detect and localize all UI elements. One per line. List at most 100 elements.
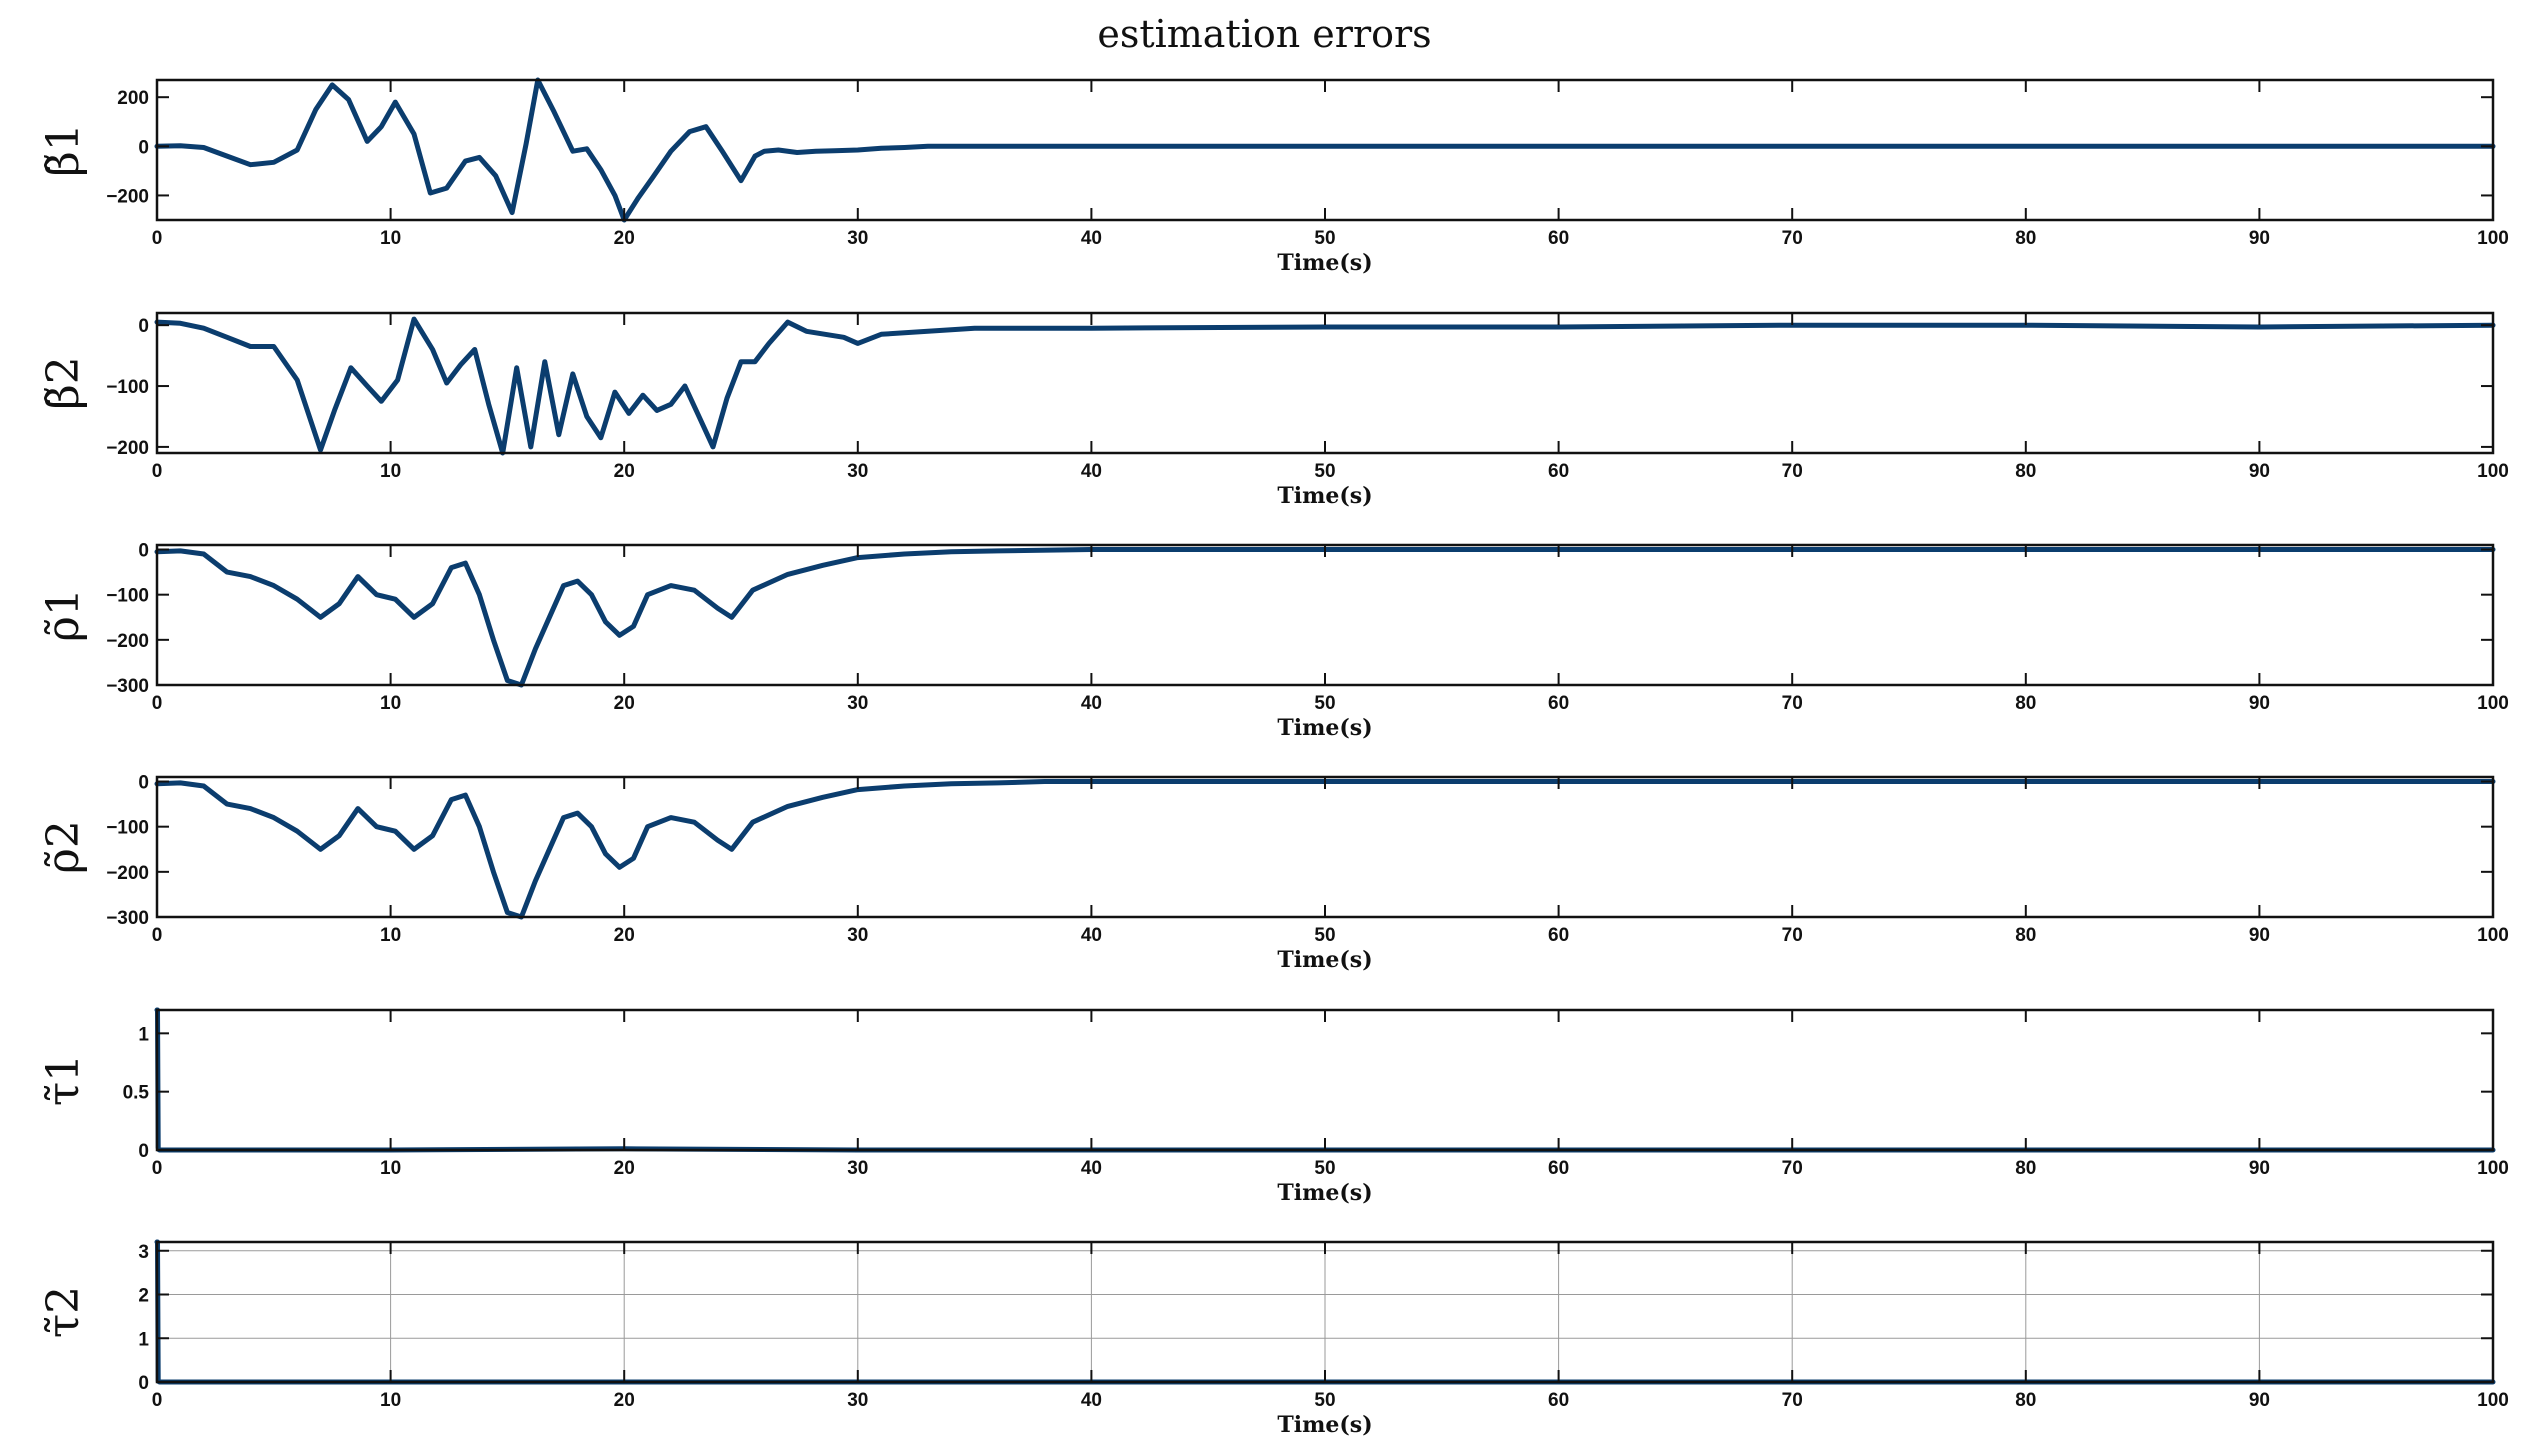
x-axis-label: Time(s)	[1277, 715, 1372, 741]
x-tick-label: 80	[2015, 1158, 2036, 1179]
x-tick-label: 40	[1081, 1158, 1102, 1179]
x-tick-label: 0	[152, 925, 163, 946]
x-tick-label: 60	[1548, 461, 1569, 482]
y-axis-label: τ̃2	[38, 1286, 89, 1338]
x-tick-label: 60	[1548, 1158, 1569, 1179]
y-tick-label: 0	[138, 541, 149, 562]
series-line	[154, 779, 2496, 920]
x-tick-label: 10	[380, 461, 401, 482]
y-tick-label: 2	[138, 1286, 149, 1307]
y-tick-label: 200	[117, 88, 149, 109]
axes-box	[155, 1008, 2495, 1152]
y-tick-label: −100	[106, 586, 149, 607]
x-tick-label: 70	[1782, 925, 1803, 946]
x-tick-label: 50	[1314, 1158, 1335, 1179]
x-tick-label: 100	[2477, 693, 2509, 714]
subplot-4: 0 10 20 30 40 50 60 70 80 90 100 −300 −200 −100 0 Time(…	[38, 773, 2509, 973]
subplot-6: 0 10 20 30 40 50 60 70 80 90 100 0 1 2 3 Time(s) τ̃2	[38, 1239, 2509, 1438]
x-tick-label: 40	[1081, 925, 1102, 946]
x-tick-label: 30	[847, 1390, 868, 1411]
x-tick-label: 90	[2249, 228, 2270, 249]
x-tick-label: 10	[380, 1158, 401, 1179]
axes-box	[155, 775, 2495, 919]
y-tick-label: 0	[138, 137, 149, 158]
x-tick-label: 0	[152, 693, 163, 714]
x-tick-label: 90	[2249, 461, 2270, 482]
x-tick-label: 80	[2015, 228, 2036, 249]
x-tick-label: 40	[1081, 461, 1102, 482]
x-tick-label: 50	[1314, 693, 1335, 714]
x-tick-label: 60	[1548, 693, 1569, 714]
y-tick-label: 1	[138, 1024, 149, 1045]
x-tick-label: 80	[2015, 925, 2036, 946]
series-line	[154, 1007, 2496, 1153]
x-tick-label: 50	[1314, 925, 1335, 946]
x-tick-label: 60	[1548, 1390, 1569, 1411]
x-axis-label: Time(s)	[1277, 483, 1372, 509]
x-axis-label: Time(s)	[1277, 1412, 1372, 1438]
x-axis-label: Time(s)	[1277, 1180, 1372, 1206]
y-tick-label: −100	[106, 377, 149, 398]
x-tick-label: 90	[2249, 693, 2270, 714]
x-axis-label: Time(s)	[1277, 947, 1372, 973]
x-tick-label: 20	[614, 925, 635, 946]
x-tick-label: 0	[152, 1390, 163, 1411]
x-tick-label: 50	[1314, 461, 1335, 482]
series-line	[154, 316, 2496, 456]
x-tick-label: 70	[1782, 1158, 1803, 1179]
x-tick-label: 100	[2477, 1158, 2509, 1179]
x-tick-label: 0	[152, 228, 163, 249]
x-tick-label: 100	[2477, 1390, 2509, 1411]
y-axis-label: ρ̃1	[38, 588, 89, 642]
y-tick-label: 0	[138, 1141, 149, 1162]
x-tick-label: 50	[1314, 1390, 1335, 1411]
y-tick-label: −200	[106, 438, 149, 459]
x-tick-label: 30	[847, 693, 868, 714]
x-tick-label: 0	[152, 461, 163, 482]
x-tick-label: 20	[614, 1158, 635, 1179]
x-tick-label: 70	[1782, 228, 1803, 249]
y-axis-label: τ̃1	[38, 1054, 89, 1106]
x-tick-label: 30	[847, 925, 868, 946]
x-tick-label: 40	[1081, 693, 1102, 714]
x-tick-label: 70	[1782, 461, 1803, 482]
x-tick-label: 80	[2015, 693, 2036, 714]
subplot-5: 0 10 20 30 40 50 60 70 80 90 100 0 0.5 1 Time(s) τ̃1	[38, 1007, 2509, 1206]
x-tick-label: 90	[2249, 1158, 2270, 1179]
x-tick-label: 10	[380, 925, 401, 946]
y-tick-label: 1	[138, 1329, 149, 1350]
y-axis-label: ρ̃2	[38, 820, 89, 874]
x-tick-label: 20	[614, 693, 635, 714]
x-tick-label: 40	[1081, 228, 1102, 249]
y-tick-label: 0	[138, 316, 149, 337]
x-tick-label: 60	[1548, 925, 1569, 946]
y-tick-label: 0.5	[123, 1083, 150, 1104]
y-tick-label: −200	[106, 186, 149, 207]
x-tick-label: 90	[2249, 925, 2270, 946]
x-tick-label: 100	[2477, 461, 2509, 482]
y-tick-label: −300	[106, 908, 149, 929]
x-tick-label: 70	[1782, 1390, 1803, 1411]
x-tick-label: 60	[1548, 228, 1569, 249]
subplot-2: 0 10 20 30 40 50 60 70 80 90 100 −200 −100 0 Time(s) β̃…	[38, 311, 2509, 509]
y-axis-label: β̃2	[38, 356, 89, 409]
figure-title: estimation errors	[1097, 12, 1432, 56]
y-tick-label: −300	[106, 676, 149, 697]
x-tick-label: 100	[2477, 925, 2509, 946]
y-tick-label: −100	[106, 818, 149, 839]
x-tick-label: 70	[1782, 693, 1803, 714]
x-tick-label: 20	[614, 228, 635, 249]
y-tick-label: 0	[138, 773, 149, 794]
axes-box	[155, 543, 2495, 687]
x-tick-label: 30	[847, 461, 868, 482]
series-line	[154, 77, 2496, 223]
y-axis-label: β̃1	[38, 123, 89, 176]
x-tick-label: 100	[2477, 228, 2509, 249]
y-tick-label: 3	[138, 1242, 149, 1263]
x-tick-label: 80	[2015, 461, 2036, 482]
y-tick-label: 0	[138, 1373, 149, 1394]
x-tick-label: 0	[152, 1158, 163, 1179]
x-tick-label: 20	[614, 1390, 635, 1411]
